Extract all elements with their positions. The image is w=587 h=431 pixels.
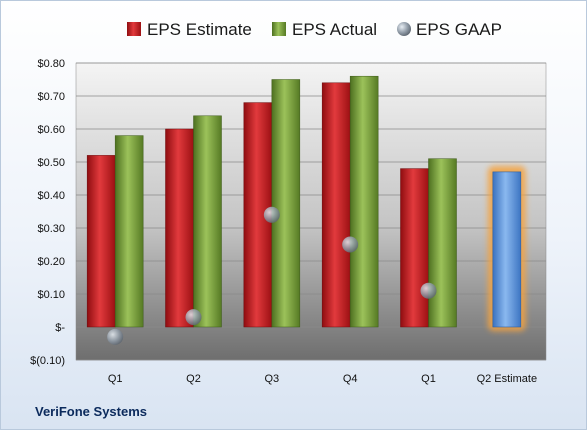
bars bbox=[86, 75, 526, 331]
y-tick-label: $0.70 bbox=[37, 91, 65, 103]
point-eps-gaap bbox=[420, 282, 437, 299]
bar-eps-actual bbox=[114, 135, 144, 328]
x-axis-ticks: Q1 Q2 Q3 Q4 Q1 Q2 Estimate bbox=[108, 373, 537, 385]
x-tick-label: Q4 bbox=[343, 373, 358, 385]
y-tick-label: $0.50 bbox=[37, 157, 65, 169]
y-tick-label: $0.20 bbox=[37, 256, 65, 268]
x-tick-label: Q3 bbox=[264, 373, 279, 385]
plot-area bbox=[75, 62, 547, 361]
point-eps-gaap bbox=[107, 328, 124, 345]
point-eps-gaap bbox=[342, 236, 359, 253]
x-tick-label: Q1 bbox=[421, 373, 436, 385]
legend-swatch-gaap bbox=[397, 22, 411, 36]
y-tick-label: $0.10 bbox=[37, 289, 65, 301]
legend-swatch-actual bbox=[272, 22, 286, 36]
x-tick-label: Q2 bbox=[186, 373, 201, 385]
bar-eps-actual bbox=[349, 75, 379, 328]
legend-label-estimate: EPS Estimate bbox=[147, 20, 252, 39]
bar-eps-estimate bbox=[321, 82, 351, 328]
bar-eps-actual bbox=[193, 115, 222, 328]
legend-label-gaap: EPS GAAP bbox=[416, 20, 502, 39]
y-tick-label: $0.80 bbox=[37, 58, 65, 70]
gaap-points bbox=[107, 206, 437, 345]
bar-eps-actual bbox=[428, 158, 457, 328]
legend-swatch-estimate bbox=[127, 22, 141, 36]
bar-eps-actual bbox=[271, 79, 301, 328]
bar-eps-estimate-forecast bbox=[492, 171, 522, 328]
legend-label-actual: EPS Actual bbox=[292, 20, 377, 39]
y-tick-label: $- bbox=[55, 322, 65, 334]
point-eps-gaap bbox=[185, 309, 202, 326]
y-tick-label: $0.40 bbox=[37, 190, 65, 202]
legend: EPS Estimate EPS Actual EPS GAAP bbox=[127, 20, 502, 39]
gridlines bbox=[76, 62, 546, 361]
x-tick-label: Q1 bbox=[108, 373, 123, 385]
y-tick-label: $0.30 bbox=[37, 223, 65, 235]
point-eps-gaap bbox=[263, 206, 280, 223]
y-tick-label: $(0.10) bbox=[30, 355, 65, 367]
y-axis-ticks: $(0.10) $- $0.10 $0.20 $0.30 $0.40 $0.50 $0.60 $… bbox=[30, 58, 65, 367]
x-tick-label: Q2 Estimate bbox=[477, 373, 538, 385]
y-tick-label: $0.60 bbox=[37, 124, 65, 136]
bar-eps-estimate bbox=[400, 168, 429, 328]
bar-eps-estimate bbox=[86, 155, 116, 328]
company-name: VeriFone Systems bbox=[35, 404, 147, 419]
bar-eps-estimate bbox=[165, 128, 194, 328]
